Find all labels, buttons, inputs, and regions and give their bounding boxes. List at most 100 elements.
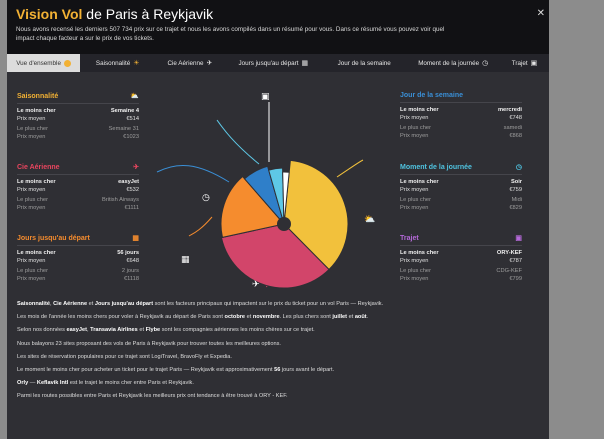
panel-description: Nous avons recensé les derniers 507 734 …	[16, 26, 445, 43]
tab-label: Saisonnalité	[95, 59, 131, 67]
tab-weekday[interactable]: Jour de la semaine	[322, 54, 406, 72]
row-label: Prix moyen	[400, 114, 429, 121]
row-label: Prix moyen	[400, 186, 429, 193]
row-value: Semaine 4	[110, 108, 139, 114]
row-value: Midi	[511, 197, 522, 203]
row-value: €748	[509, 114, 522, 121]
row-value: British Airways	[102, 197, 139, 203]
tab-label: Jour de la semaine	[337, 59, 391, 67]
plane-icon: ✈	[252, 280, 260, 290]
insight-route-prices: Parmi les routes possibles entre Paris e…	[17, 393, 288, 400]
row-value: 2 jours	[121, 268, 139, 274]
insight-best-time: Le moment le moins cher pour acheter un …	[17, 366, 335, 373]
row-label: Le plus cher	[400, 268, 431, 274]
row-value: €1023	[123, 133, 139, 140]
overview-content: Saisonnalité ⛅ Le moins cher Semaine 4 Pri…	[7, 72, 549, 292]
calendar-icon: ▦	[181, 255, 190, 265]
tab-overview[interactable]: Vue d'ensemble	[7, 54, 81, 72]
row-value: samedi	[503, 125, 522, 131]
tab-time-of-day[interactable]: Moment de la journée ◷	[406, 54, 500, 72]
pie-slice-saisonnalite[interactable]	[283, 159, 349, 271]
plane-icon: ✈	[133, 164, 139, 171]
pie-icon	[63, 59, 71, 67]
row-value: €829	[509, 204, 522, 211]
tab-label: Trajet	[511, 59, 528, 67]
sun-icon: ☀	[133, 60, 140, 67]
tab-airline[interactable]: Cie Aérienne ✈	[155, 54, 224, 72]
row-value: €514	[126, 115, 139, 122]
flight-insight-panel: Vision Vol de Paris à Reykjavik Nous avo…	[7, 0, 549, 439]
tab-label: Moment de la journée	[418, 59, 480, 67]
insight-factors: Saisonnalité, Cie Aérienne et Jours jusq…	[17, 301, 384, 307]
row-label: Prix moyen	[400, 257, 429, 264]
row-label: Prix moyen	[400, 204, 429, 211]
row-label: Prix moyen	[17, 257, 46, 264]
row-value: Soir	[510, 179, 522, 185]
row-value: easyJet	[118, 179, 139, 185]
row-value: Semaine 31	[108, 126, 139, 132]
row-label: Le moins cher	[17, 250, 56, 256]
card-days-before: Jours jusqu'au départ ▦ Le moins cher 56 j…	[17, 234, 139, 283]
pie-slice-semaine[interactable]	[243, 165, 285, 225]
tab-bar: Vue d'ensemble Saisonnalité ☀ Cie Aérienn…	[7, 54, 549, 72]
tab-label: Vue d'ensemble	[16, 59, 61, 67]
row-value: €799	[509, 275, 522, 282]
row-label: Prix moyen	[17, 133, 46, 140]
row-label: Le moins cher	[400, 179, 439, 185]
clock-icon: ◷	[515, 164, 522, 171]
insight-cheapest-route: Orly — Keflavik Intl est le trajet le mo…	[17, 380, 194, 387]
factor-pie-chart: ◷ ▣ ▦ ⛅ ✈	[156, 92, 375, 290]
row-value: €1111	[124, 204, 139, 211]
card-time-of-day: Moment de la journée ◷ Le moins cher Soir …	[400, 163, 522, 212]
row-label: Prix moyen	[17, 186, 46, 193]
panel-title: Vision Vol de Paris à Reykjavik	[16, 6, 549, 22]
insight-airlines: Selon nos données easyJet, Transavia Air…	[17, 327, 315, 334]
row-label: Le plus cher	[17, 126, 48, 132]
row-label: Prix moyen	[17, 275, 46, 282]
tab-days-before[interactable]: Jours jusqu'au départ ▦	[225, 54, 322, 72]
card-title: Moment de la journée	[400, 163, 472, 171]
plane-icon: ✈	[206, 60, 213, 67]
card-airline: Cie Aérienne ✈ Le moins cher easyJet Prix …	[17, 163, 139, 212]
insight-months: Les mois de l'année les moins chers pour…	[17, 314, 369, 321]
row-label: Le plus cher	[400, 197, 431, 203]
row-label: Le moins cher	[400, 250, 439, 256]
pie-slice-moment[interactable]	[268, 167, 285, 225]
row-label: Le plus cher	[17, 197, 48, 203]
insight-booking-sites: Les sites de réservation populaires pour…	[17, 353, 232, 360]
row-value: €1118	[124, 275, 139, 282]
pie-slice-cie[interactable]	[220, 223, 330, 289]
clock-icon: ◷	[202, 193, 210, 203]
row-value: €868	[509, 132, 522, 139]
calendar-icon: ▦	[301, 60, 309, 67]
sun-cloud-icon: ⛅	[364, 214, 375, 225]
card-title: Jour de la semaine	[400, 92, 464, 99]
bag-icon: ▣	[261, 92, 270, 102]
card-weekday: Jour de la semaine Le moins cher mercredi…	[400, 92, 522, 140]
tab-label: Cie Aérienne	[167, 59, 204, 67]
insight-sites-count: Nous balayons 23 sites proposant des vol…	[17, 340, 281, 347]
tab-route[interactable]: Trajet ▣	[500, 54, 549, 72]
row-label: Le plus cher	[400, 125, 431, 131]
row-label: Prix moyen	[17, 204, 46, 211]
row-value: €532	[126, 186, 139, 193]
tab-seasonality[interactable]: Saisonnalité ☀	[80, 54, 155, 72]
bag-icon: ▣	[530, 60, 538, 67]
row-value: mercredi	[497, 107, 522, 113]
pie-slice-trajet[interactable]	[282, 171, 290, 225]
card-route: Trajet ▣ Le moins cher ORY-KEF Prix moyen €…	[400, 234, 522, 283]
row-value: €787	[509, 257, 522, 264]
row-label: Prix moyen	[400, 275, 429, 282]
panel-header: Vision Vol de Paris à Reykjavik Nous avo…	[7, 0, 549, 54]
close-icon[interactable]: ✕	[536, 8, 545, 19]
row-value: ORY-KEF	[496, 250, 522, 256]
calendar-icon: ▦	[132, 235, 139, 242]
row-value: €648	[126, 257, 139, 264]
row-value: 56 jours	[117, 250, 139, 256]
pie-slice-jours[interactable]	[220, 175, 285, 238]
row-label: Prix moyen	[17, 115, 46, 122]
title-route: de Paris à Reykjavik	[82, 6, 214, 22]
title-brand: Vision Vol	[16, 6, 83, 22]
row-label: Le moins cher	[17, 108, 56, 114]
row-label: Le moins cher	[400, 107, 439, 113]
